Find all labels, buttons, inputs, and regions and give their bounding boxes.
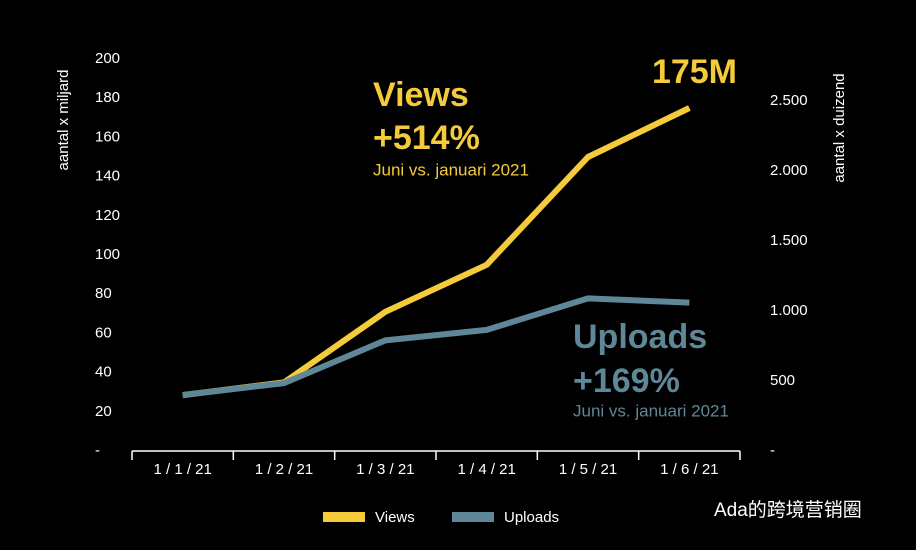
x-tick-label: 1 / 6 / 21 — [660, 461, 718, 478]
legend-label: Views — [375, 509, 415, 526]
y-tick-label: 40 — [95, 364, 112, 381]
x-tick-label: 1 / 3 / 21 — [356, 461, 414, 478]
annotation: 175M — [652, 53, 737, 91]
y-axis-label: aantal x miljard — [55, 70, 72, 171]
y2-tick-label: 1.000 — [770, 302, 808, 319]
x-tick-label: 1 / 5 / 21 — [559, 461, 617, 478]
y-tick-label: 100 — [95, 246, 120, 263]
y-tick-label: 20 — [95, 403, 112, 420]
y-tick-label: 200 — [95, 50, 120, 67]
annotation: +169% — [573, 362, 680, 400]
y-tick-label: 120 — [95, 207, 120, 224]
watermark: Ada的跨境营销圈 — [714, 499, 862, 521]
y2-tick-label: - — [770, 442, 775, 459]
legend-swatch — [452, 512, 494, 522]
y-tick-label: 140 — [95, 168, 120, 185]
annotation: +514% — [373, 119, 480, 157]
y-tick-label: 60 — [95, 324, 112, 341]
annotation: Juni vs. januari 2021 — [573, 401, 729, 420]
legend-swatch — [323, 512, 365, 522]
y-tick-label: 180 — [95, 89, 120, 106]
annotation: Uploads — [573, 318, 707, 356]
y2-axis-label: aantal x duizend — [831, 73, 848, 182]
series-line — [182, 295, 690, 398]
y2-tick-label: 2.500 — [770, 92, 808, 109]
x-tick-label: 1 / 4 / 21 — [457, 461, 515, 478]
annotation: Juni vs. januari 2021 — [373, 160, 529, 179]
y2-tick-label: 2.000 — [770, 162, 808, 179]
x-tick-label: 1 / 1 / 21 — [153, 461, 211, 478]
y-tick-label: - — [95, 442, 100, 459]
annotation: Views — [373, 76, 469, 114]
legend-label: Uploads — [504, 509, 559, 526]
y-tick-label: 80 — [95, 285, 112, 302]
x-tick-label: 1 / 2 / 21 — [255, 461, 313, 478]
y-tick-label: 160 — [95, 128, 120, 145]
y2-tick-label: 500 — [770, 372, 795, 389]
y2-tick-label: 1.500 — [770, 232, 808, 249]
